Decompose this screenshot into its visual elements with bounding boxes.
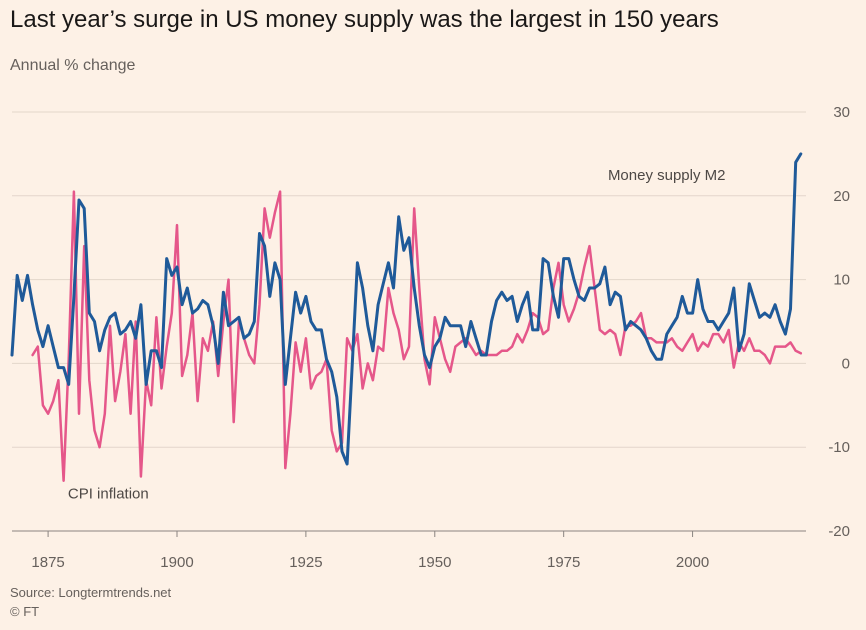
y-tick-label: 30 bbox=[833, 104, 850, 121]
series-lines bbox=[10, 152, 803, 482]
y-tick-label: -10 bbox=[828, 439, 850, 456]
source-note: Source: Longtermtrends.net bbox=[10, 585, 172, 600]
series-line-cpi-inflation bbox=[31, 190, 803, 482]
credit-note: © FT bbox=[10, 604, 40, 619]
x-tick-label: 1900 bbox=[160, 554, 193, 571]
y-tick-label: 20 bbox=[833, 188, 850, 205]
x-tick-label: 1875 bbox=[31, 554, 64, 571]
chart-subtitle: Annual % change bbox=[10, 57, 136, 74]
y-tick-label: -20 bbox=[828, 523, 850, 540]
annotation-label: Money supply M2 bbox=[608, 167, 726, 184]
chart-title: Last year’s surge in US money supply was… bbox=[10, 6, 719, 33]
annotations: Money supply M2 CPI inflation bbox=[68, 167, 726, 502]
x-tick-label: 1975 bbox=[547, 554, 580, 571]
x-tick-label: 1950 bbox=[418, 554, 451, 571]
gridlines bbox=[12, 111, 806, 532]
series-line-money-supply-m2 bbox=[10, 152, 803, 466]
x-tick-labels: 1875 1900 1925 1950 1975 2000 bbox=[31, 531, 709, 571]
x-tick-label: 2000 bbox=[676, 554, 709, 571]
y-tick-labels: 30 20 10 0 -10 -20 bbox=[828, 104, 850, 540]
y-tick-label: 0 bbox=[842, 355, 850, 372]
x-tick-label: 1925 bbox=[289, 554, 322, 571]
annotation-label: CPI inflation bbox=[68, 485, 149, 502]
y-tick-label: 10 bbox=[833, 272, 850, 289]
